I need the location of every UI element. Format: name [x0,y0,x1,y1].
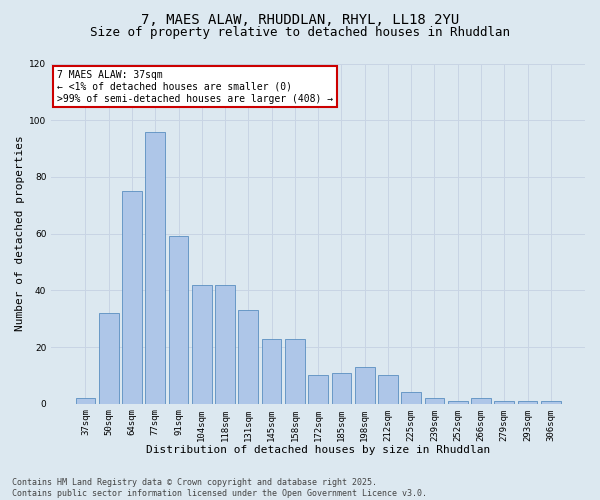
Bar [145,132,165,404]
Bar [122,191,142,404]
Text: Contains HM Land Registry data © Crown copyright and database right 2025.
Contai: Contains HM Land Registry data © Crown c… [12,478,427,498]
Bar [541,401,561,404]
Bar [76,398,95,404]
Bar [192,284,212,404]
Bar [332,372,352,404]
Bar [448,401,467,404]
Bar [355,367,374,404]
Bar [518,401,538,404]
Bar [425,398,445,404]
Bar [169,236,188,404]
Bar [401,392,421,404]
Bar [238,310,258,404]
Bar [262,338,281,404]
Text: 7, MAES ALAW, RHUDDLAN, RHYL, LL18 2YU: 7, MAES ALAW, RHUDDLAN, RHYL, LL18 2YU [141,12,459,26]
Text: Size of property relative to detached houses in Rhuddlan: Size of property relative to detached ho… [90,26,510,39]
Bar [378,376,398,404]
Bar [471,398,491,404]
X-axis label: Distribution of detached houses by size in Rhuddlan: Distribution of detached houses by size … [146,445,490,455]
Y-axis label: Number of detached properties: Number of detached properties [15,136,25,332]
Bar [215,284,235,404]
Bar [285,338,305,404]
Bar [308,376,328,404]
Bar [494,401,514,404]
Text: 7 MAES ALAW: 37sqm
← <1% of detached houses are smaller (0)
>99% of semi-detache: 7 MAES ALAW: 37sqm ← <1% of detached hou… [56,70,333,104]
Bar [99,313,119,404]
